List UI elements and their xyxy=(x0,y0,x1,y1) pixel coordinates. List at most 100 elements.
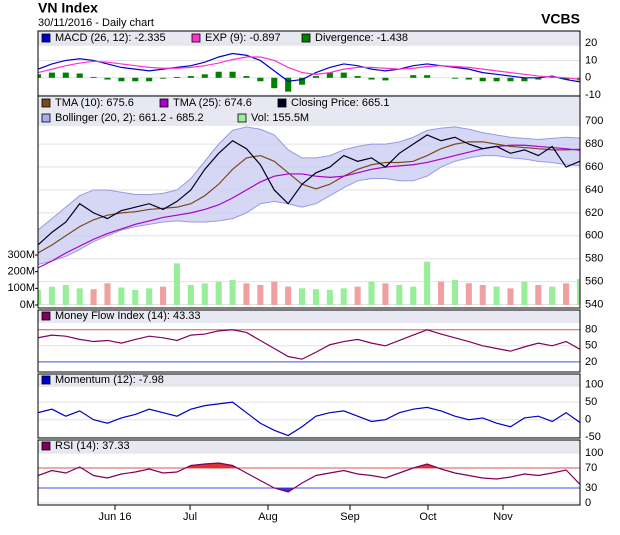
bar xyxy=(340,288,347,305)
bar xyxy=(465,77,472,80)
bar xyxy=(354,76,361,78)
bar xyxy=(410,75,417,78)
plot-area xyxy=(38,329,580,360)
bar xyxy=(229,71,236,78)
bar xyxy=(521,281,528,305)
y-tick-label: 0 xyxy=(585,72,591,84)
bar xyxy=(507,77,514,82)
series-line xyxy=(38,56,580,80)
bar xyxy=(38,74,42,78)
bar xyxy=(479,285,486,305)
y-tick-label: -10 xyxy=(585,89,601,101)
bar xyxy=(173,76,181,78)
bar xyxy=(312,76,319,78)
legend-swatch xyxy=(41,98,51,108)
bar xyxy=(201,283,208,305)
bollinger-lower xyxy=(38,155,580,265)
bar xyxy=(132,290,139,305)
bar xyxy=(243,283,250,305)
series-line xyxy=(38,401,580,437)
bar xyxy=(243,76,250,78)
y-tick-label: 70 xyxy=(585,462,597,474)
bar xyxy=(62,285,69,305)
bar xyxy=(257,285,264,305)
y-tick-label: 80 xyxy=(585,324,597,336)
legend-swatch xyxy=(277,98,287,108)
legend-background xyxy=(38,310,580,323)
bar xyxy=(354,286,361,305)
bar xyxy=(271,281,278,305)
bar xyxy=(424,261,431,305)
y-tick-label: 600 xyxy=(585,230,603,242)
chart-title: VN Index xyxy=(38,0,98,16)
bar xyxy=(257,77,264,82)
bar xyxy=(160,286,167,305)
bar xyxy=(576,279,580,305)
bar xyxy=(563,283,570,305)
y-tick-label: 560 xyxy=(585,276,603,288)
bar xyxy=(173,263,181,305)
legend-label: EXP (9): -0.897 xyxy=(205,32,281,44)
bar xyxy=(285,286,292,305)
bar xyxy=(549,286,556,305)
series-line xyxy=(38,52,580,83)
bar xyxy=(521,77,528,82)
y-tick-label: 680 xyxy=(585,138,603,150)
legend-label: Bollinger (20, 2): 661.2 - 685.2 xyxy=(55,112,204,124)
series-line xyxy=(38,462,580,493)
bar xyxy=(382,283,389,305)
bar xyxy=(493,77,500,82)
bar xyxy=(312,289,319,305)
y-tick-label: 580 xyxy=(585,253,603,265)
legend-swatch xyxy=(191,33,201,43)
bar xyxy=(493,286,500,305)
bar xyxy=(382,77,389,81)
bar xyxy=(326,72,333,78)
bar xyxy=(38,290,42,305)
y-tick-label: 660 xyxy=(585,161,603,173)
bar xyxy=(187,76,194,78)
bar xyxy=(563,77,570,80)
panel-border xyxy=(37,439,581,506)
bar xyxy=(76,73,83,78)
bar xyxy=(48,72,55,78)
bar xyxy=(160,77,167,79)
y2-tick-label: 300M xyxy=(7,249,35,261)
bar xyxy=(465,283,472,305)
plot-area xyxy=(38,462,580,493)
bar xyxy=(340,72,347,78)
bar xyxy=(507,288,514,305)
y-tick-label: 640 xyxy=(585,184,603,196)
bar xyxy=(104,77,111,80)
legend-swatch xyxy=(159,98,169,108)
x-tick-label: Jun 16 xyxy=(98,511,131,523)
bar xyxy=(187,285,194,305)
bar xyxy=(104,283,111,305)
bar xyxy=(215,281,222,305)
legend-label: RSI (14): 37.33 xyxy=(55,440,130,452)
x-tick-label: Nov xyxy=(493,511,513,523)
legend-label: MACD (26, 12): -2.335 xyxy=(55,32,166,44)
y-tick-label: 20 xyxy=(585,37,597,49)
bar xyxy=(535,285,542,305)
x-tick-label: Aug xyxy=(258,511,278,523)
bar xyxy=(146,77,153,82)
y2-tick-label: 0M xyxy=(20,299,35,311)
y-tick-label: 50 xyxy=(585,396,597,408)
bar xyxy=(201,74,208,78)
y-tick-label: 20 xyxy=(585,356,597,368)
bar xyxy=(118,77,125,82)
panel-border xyxy=(37,95,581,309)
y-tick-label: 0 xyxy=(585,497,591,509)
legend-label: TMA (10): 675.6 xyxy=(55,97,134,109)
y-tick-label: 540 xyxy=(585,298,603,310)
bollinger-upper xyxy=(38,126,580,231)
y2-tick-label: 100M xyxy=(7,282,35,294)
y-tick-label: -50 xyxy=(585,431,601,443)
bar xyxy=(229,280,236,305)
bar xyxy=(479,77,486,82)
plot-area xyxy=(38,52,580,92)
legend-background xyxy=(38,374,580,387)
series-line xyxy=(38,329,580,360)
